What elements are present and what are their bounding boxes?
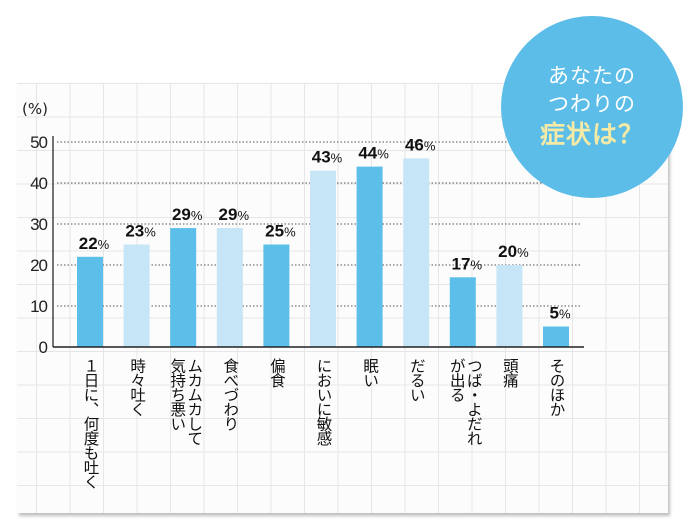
data-label: 17% bbox=[452, 254, 483, 273]
x-tick-label: 眠い bbox=[361, 358, 380, 387]
x-tick-label: だるい bbox=[407, 358, 426, 402]
y-tick-label: 40 bbox=[30, 174, 47, 193]
data-label-unit: % bbox=[559, 307, 571, 322]
data-label: 5% bbox=[549, 304, 570, 323]
x-tick-label: 頭痛 bbox=[500, 358, 519, 387]
y-tick-label: 20 bbox=[30, 256, 47, 275]
bar bbox=[403, 158, 430, 347]
data-label-value: 44 bbox=[358, 144, 377, 163]
data-label-unit: % bbox=[517, 245, 529, 260]
data-label-unit: % bbox=[424, 138, 436, 153]
data-label: 29% bbox=[219, 205, 250, 224]
y-tick-labels: 0 10 20 30 40 50 bbox=[30, 133, 48, 357]
data-label: 25% bbox=[265, 222, 296, 241]
x-tick-label: ムカムカして 気持ち悪い bbox=[168, 358, 204, 445]
x-tick-label: 偏食 bbox=[267, 358, 286, 387]
data-label-unit: % bbox=[191, 208, 203, 223]
data-label-value: 43 bbox=[312, 148, 331, 167]
bar bbox=[356, 166, 383, 347]
data-labels: 22%23%29% 29%25%43% 44% 46%17%20%5% bbox=[79, 135, 571, 322]
data-label-value: 17 bbox=[452, 254, 471, 273]
data-label-unit: % bbox=[237, 208, 249, 223]
data-label-value: 46 bbox=[405, 135, 424, 154]
bars bbox=[77, 158, 569, 347]
data-label: 43% bbox=[312, 148, 343, 167]
data-label-value: 29 bbox=[219, 205, 238, 224]
x-tick-label: １日に、何度も吐く bbox=[81, 358, 100, 489]
data-label-value: 29 bbox=[172, 205, 191, 224]
data-label: 23% bbox=[125, 222, 156, 241]
data-label-value: 5 bbox=[549, 304, 558, 323]
data-label-value: 20 bbox=[498, 242, 517, 261]
bar bbox=[496, 265, 523, 347]
bar bbox=[216, 228, 243, 347]
bar bbox=[449, 277, 476, 347]
data-label-unit: % bbox=[331, 151, 343, 166]
data-label: 22% bbox=[79, 234, 110, 253]
y-tick-label: 50 bbox=[30, 133, 47, 152]
bar bbox=[543, 326, 569, 347]
data-label-value: 22 bbox=[79, 234, 98, 253]
bar bbox=[77, 256, 103, 347]
data-label-value: 25 bbox=[265, 222, 284, 241]
data-label: 44% bbox=[358, 144, 389, 163]
bar bbox=[170, 228, 197, 347]
data-label-unit: % bbox=[284, 225, 296, 240]
data-label: 20% bbox=[498, 242, 529, 261]
bar bbox=[123, 244, 150, 347]
y-tick-label: 10 bbox=[30, 297, 47, 316]
y-tick-label: 30 bbox=[30, 215, 47, 234]
bar bbox=[310, 170, 336, 347]
data-label: 29% bbox=[172, 205, 203, 224]
title-badge: あなたの つわりの 症状は？ bbox=[501, 16, 683, 198]
data-label-unit: % bbox=[98, 237, 110, 252]
y-axis-unit-label: (%) bbox=[22, 100, 48, 118]
data-label-unit: % bbox=[144, 225, 156, 240]
title-line-3: 症状は？ bbox=[539, 120, 644, 149]
data-label-value: 23 bbox=[125, 222, 144, 241]
x-tick-label: 食べづわり bbox=[221, 358, 240, 431]
data-label-unit: % bbox=[470, 257, 482, 272]
x-tick-label: においに敏感 bbox=[314, 358, 333, 445]
x-tick-label: そのほか bbox=[547, 358, 566, 416]
title-line-2: つわりの bbox=[548, 92, 636, 116]
y-tick-label: 0 bbox=[39, 338, 48, 357]
data-label-unit: % bbox=[377, 147, 389, 162]
data-label: 46% bbox=[405, 135, 436, 154]
bar bbox=[263, 244, 290, 347]
x-tick-label: つば・よだれ が出る bbox=[447, 358, 483, 445]
x-tick-label: 時々吐く bbox=[128, 358, 147, 416]
title-line-1: あなたの bbox=[548, 64, 636, 88]
